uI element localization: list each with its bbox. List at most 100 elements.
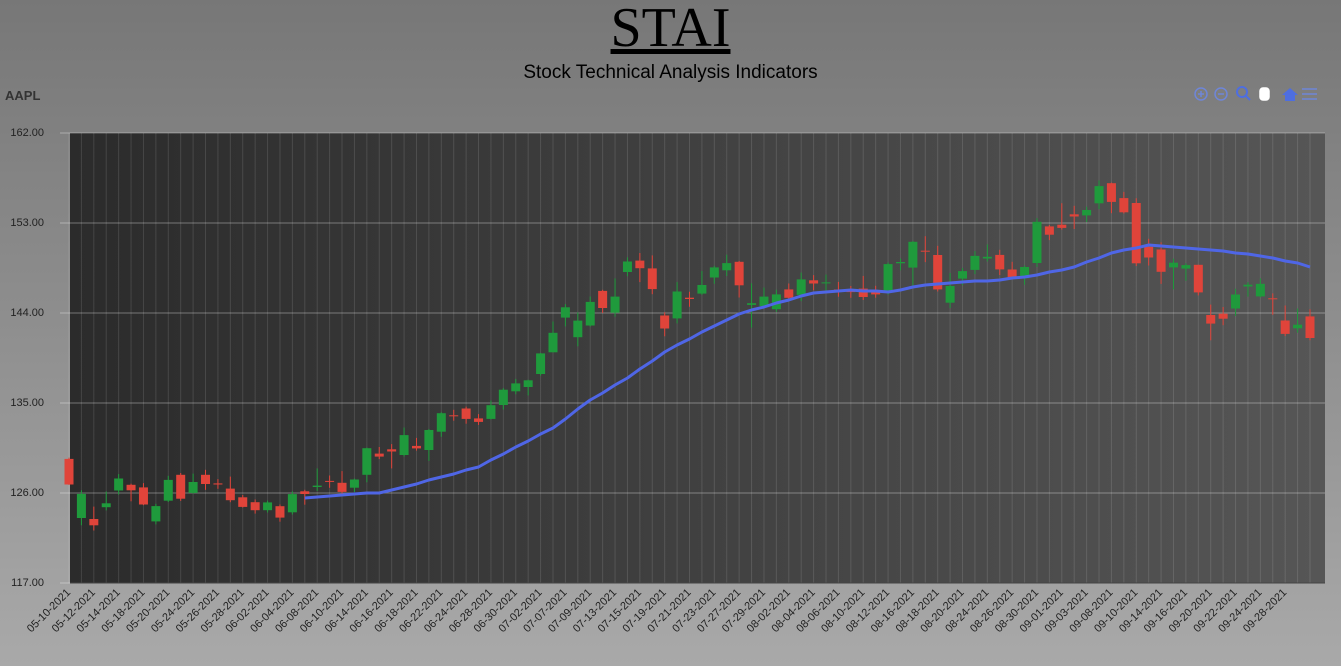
zoom-out-button[interactable] [1214,87,1228,101]
candle-body [399,435,409,455]
candle-body [697,285,707,294]
candle-body [163,479,173,501]
candle-body [1280,320,1290,334]
candle-body [151,506,161,522]
candle-body [585,301,595,326]
candle-body [1131,203,1141,264]
candle-body [1218,313,1228,319]
zoom-in-button[interactable] [1194,87,1208,101]
y-tick-label: 117.00 [11,577,44,589]
candle-body [275,506,285,518]
candle-body [300,491,310,494]
candle-body [560,307,570,318]
candle-body [449,415,459,417]
candle-body [784,289,794,298]
candle-body [1293,324,1303,329]
candle-body [114,478,124,491]
candle-body [511,383,521,392]
candle-body [871,292,881,295]
candle-body [672,291,682,319]
candle-body [1206,315,1216,324]
moving-average-line [304,243,1311,500]
candle-body [858,288,868,297]
candle-body [387,449,397,452]
candle-body [722,263,732,271]
candle-body [796,279,806,295]
candle-body [76,493,86,518]
candle-body [250,502,260,511]
candle-body [225,488,235,501]
candle-body [461,408,471,419]
candle-body [1168,262,1178,268]
candle-body [747,303,757,305]
y-tick-label: 162.00 [10,127,44,139]
candle-body [138,487,148,505]
candle-body [709,267,719,278]
candle-body [647,268,657,290]
candle-body [126,484,136,491]
candle-body [1032,221,1042,263]
candle-body [176,474,186,499]
candle-body [821,282,831,284]
candle-body [337,482,347,492]
candle-body [1057,224,1067,228]
candle-body [536,353,546,374]
candle-body [548,332,558,353]
y-tick-label: 153.00 [10,217,44,229]
candle-body [1069,214,1079,217]
candle-body [263,502,273,511]
candle-body [1020,267,1030,279]
subtitle: Stock Technical Analysis Indicators [523,62,818,83]
candle-body [1193,264,1203,293]
ticker: AAPL [5,88,41,103]
menu-button[interactable] [1302,88,1317,100]
candle-body [1268,298,1278,300]
candle-body [238,497,248,507]
candle-body [759,296,769,307]
candle-body [1181,265,1191,269]
candle-body [945,286,955,303]
candle-body [958,271,968,279]
candle-body [660,315,670,329]
candle-body [486,405,496,419]
candle-body [970,255,980,270]
reset-button[interactable] [1282,88,1298,101]
candle-body [312,485,322,487]
candle-body [523,380,533,387]
candle-body [1144,246,1154,258]
candle-body [1094,186,1104,204]
candle-body [374,453,384,457]
candle-body [188,482,198,493]
candle-body [982,256,992,259]
candle-body [1255,283,1265,297]
candle-body [89,519,99,526]
candle-body [1231,294,1241,309]
candle-body [895,262,905,264]
candle-body [1044,226,1054,235]
candle-body [349,479,359,488]
candle-body [908,241,918,268]
candle-body [1119,198,1129,213]
candle-body [1156,249,1166,272]
candle-body [1082,210,1092,216]
zoom-select-button[interactable] [1236,86,1251,101]
y-tick-label: 144.00 [10,307,44,319]
candle-body [995,254,1005,270]
candle-body [809,280,819,284]
candle-body [883,264,893,292]
candle-body [498,389,508,405]
title: STAI [610,0,731,59]
toolbar [1194,86,1317,101]
pan-button[interactable] [1259,87,1270,101]
candle-body [685,297,694,299]
candle-body [411,445,421,449]
candle-body [598,290,608,308]
candle-body [64,458,74,485]
candle-body [933,255,943,290]
candle-body [287,494,297,513]
candle-body [920,250,930,252]
y-tick-label: 135.00 [10,397,44,409]
candle-body [474,418,484,422]
